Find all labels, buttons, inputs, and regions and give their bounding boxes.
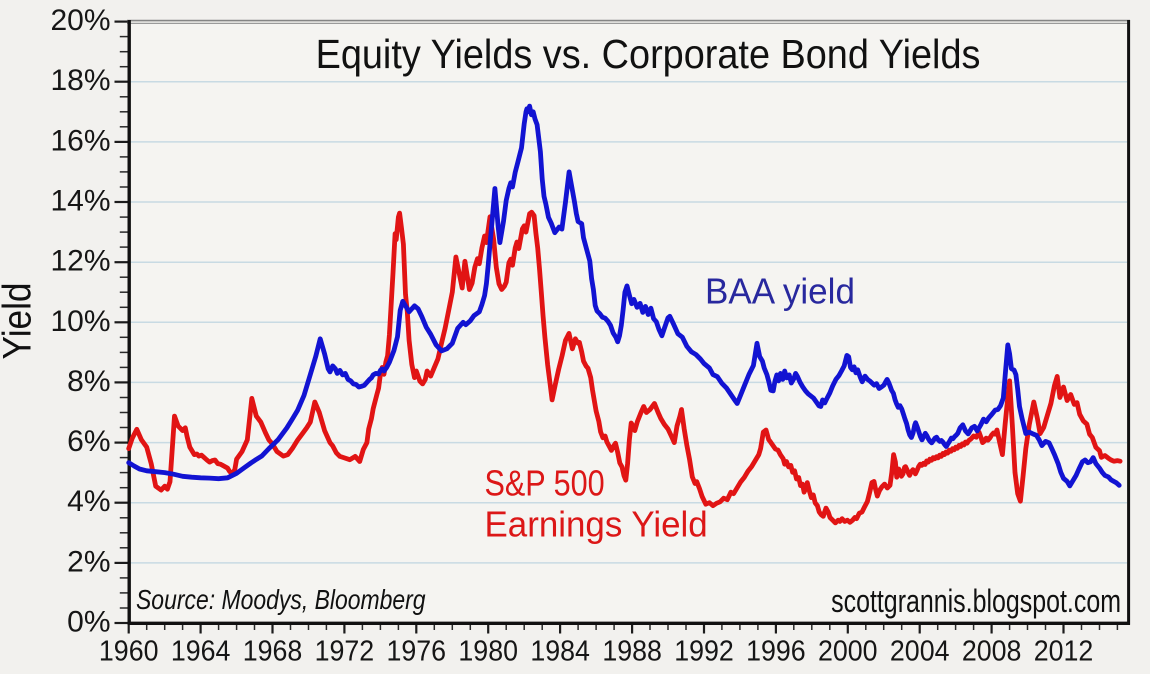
- svg-text:20%: 20%: [50, 4, 110, 37]
- svg-text:1996: 1996: [746, 635, 806, 667]
- svg-text:1960: 1960: [99, 635, 159, 667]
- svg-text:Earnings Yield: Earnings Yield: [485, 504, 708, 545]
- svg-text:scottgrannis.blogspot.com: scottgrannis.blogspot.com: [831, 584, 1121, 620]
- svg-text:Equity Yields vs. Corporate Bo: Equity Yields vs. Corporate Bond Yields: [316, 33, 981, 77]
- svg-text:Source: Moodys, Bloomberg: Source: Moodys, Bloomberg: [136, 585, 426, 616]
- svg-text:2008: 2008: [962, 635, 1022, 667]
- svg-text:Yield: Yield: [0, 283, 39, 360]
- svg-text:10%: 10%: [50, 305, 110, 338]
- svg-text:12%: 12%: [50, 245, 110, 278]
- svg-text:1988: 1988: [602, 635, 662, 667]
- svg-text:8%: 8%: [67, 365, 110, 398]
- svg-text:18%: 18%: [50, 64, 110, 97]
- svg-text:1980: 1980: [458, 635, 518, 667]
- svg-text:14%: 14%: [50, 185, 110, 218]
- svg-text:2%: 2%: [67, 545, 110, 578]
- svg-text:2012: 2012: [1034, 635, 1094, 667]
- svg-text:16%: 16%: [50, 124, 110, 157]
- svg-text:6%: 6%: [67, 425, 110, 458]
- svg-text:1976: 1976: [387, 635, 447, 667]
- svg-text:BAA yield: BAA yield: [705, 271, 855, 312]
- svg-text:2000: 2000: [818, 635, 878, 667]
- svg-text:1964: 1964: [171, 635, 231, 667]
- svg-text:2004: 2004: [890, 635, 950, 667]
- svg-text:1992: 1992: [674, 635, 734, 667]
- svg-text:1984: 1984: [530, 635, 590, 667]
- svg-text:0%: 0%: [67, 606, 110, 639]
- svg-text:1968: 1968: [243, 635, 303, 667]
- svg-text:1972: 1972: [315, 635, 375, 667]
- svg-text:S&P 500: S&P 500: [485, 464, 605, 504]
- svg-text:4%: 4%: [67, 485, 110, 518]
